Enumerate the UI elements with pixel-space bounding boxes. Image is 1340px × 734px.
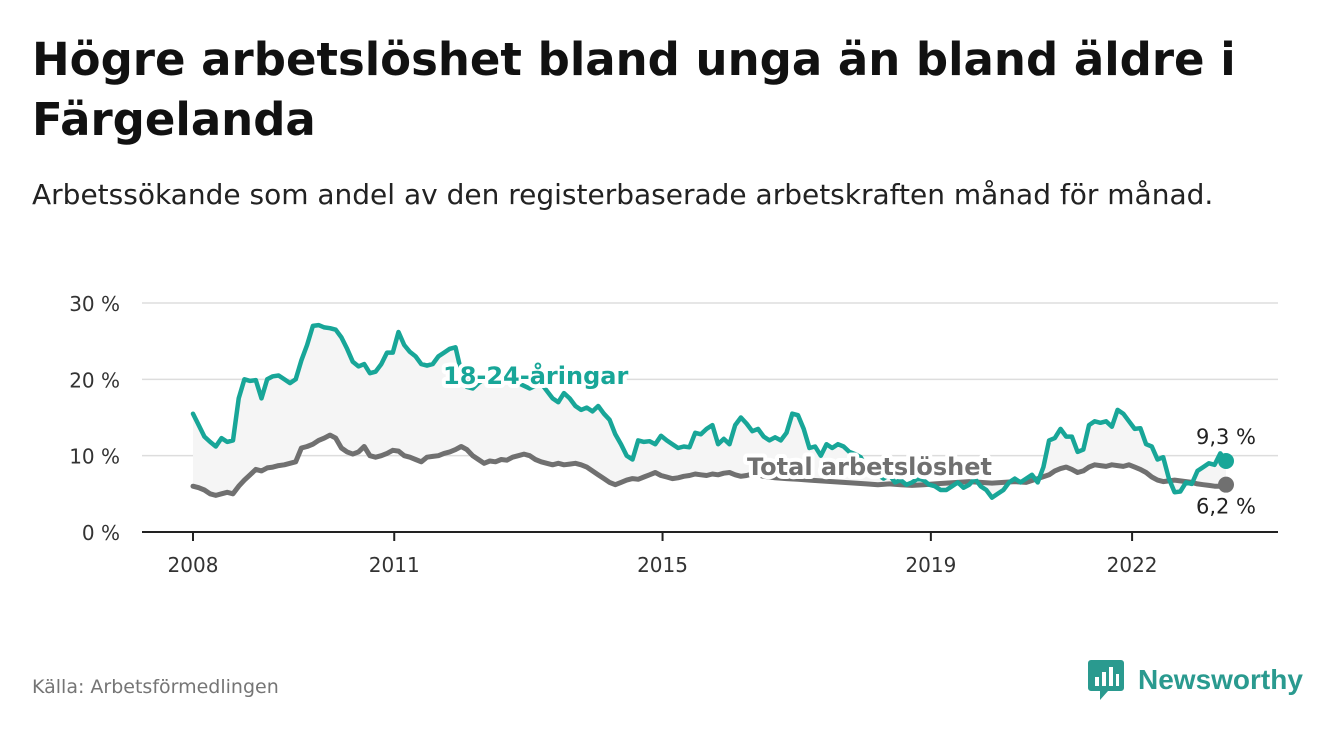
series-label-youth: 18-24-åringar	[443, 361, 628, 390]
end-marker-total	[1218, 476, 1234, 493]
y-tick-label: 20 %	[69, 368, 120, 392]
series-label-total: Total arbetslöshet	[747, 453, 992, 481]
series-line-youth	[190, 322, 1229, 500]
brand-name: Newsworthy	[1138, 664, 1303, 695]
y-tick-label: 0 %	[82, 521, 120, 545]
x-tick-label: 2011	[369, 553, 420, 577]
brand-logo[interactable]: Newsworthy	[1088, 660, 1303, 700]
x-axis: 2008 2011 2015 2019 2022	[142, 531, 1278, 577]
x-tick-label: 2008	[168, 553, 219, 577]
x-tick-label: 2015	[637, 553, 688, 577]
y-tick-label: 10 %	[69, 445, 120, 469]
line-chart: 0 % 10 % 20 % 30 % 18-24-åringar Total arbet…	[69, 292, 1278, 577]
end-label-total: 6,2 %	[1196, 495, 1256, 519]
gap-band	[193, 325, 1226, 498]
newsworthy-logo-icon	[1088, 660, 1124, 700]
source-note: Källa: Arbetsförmedlingen	[32, 676, 279, 698]
y-tick-label: 30 %	[69, 292, 120, 316]
chart-subtitle: Arbetssökande som andel av den registerb…	[32, 178, 1214, 211]
chart-title: Högre arbetslöshet bland unga än bland ä…	[32, 33, 1236, 146]
end-marker-youth	[1218, 453, 1234, 470]
x-tick-label: 2019	[905, 553, 956, 577]
end-label-youth: 9,3 %	[1196, 425, 1256, 449]
series-line-total	[190, 432, 1229, 498]
x-tick-label: 2022	[1107, 553, 1158, 577]
series-labels: 18-24-åringar Total arbetslöshet	[439, 357, 996, 485]
end-markers: 9,3 % 6,2 %	[1196, 425, 1256, 519]
